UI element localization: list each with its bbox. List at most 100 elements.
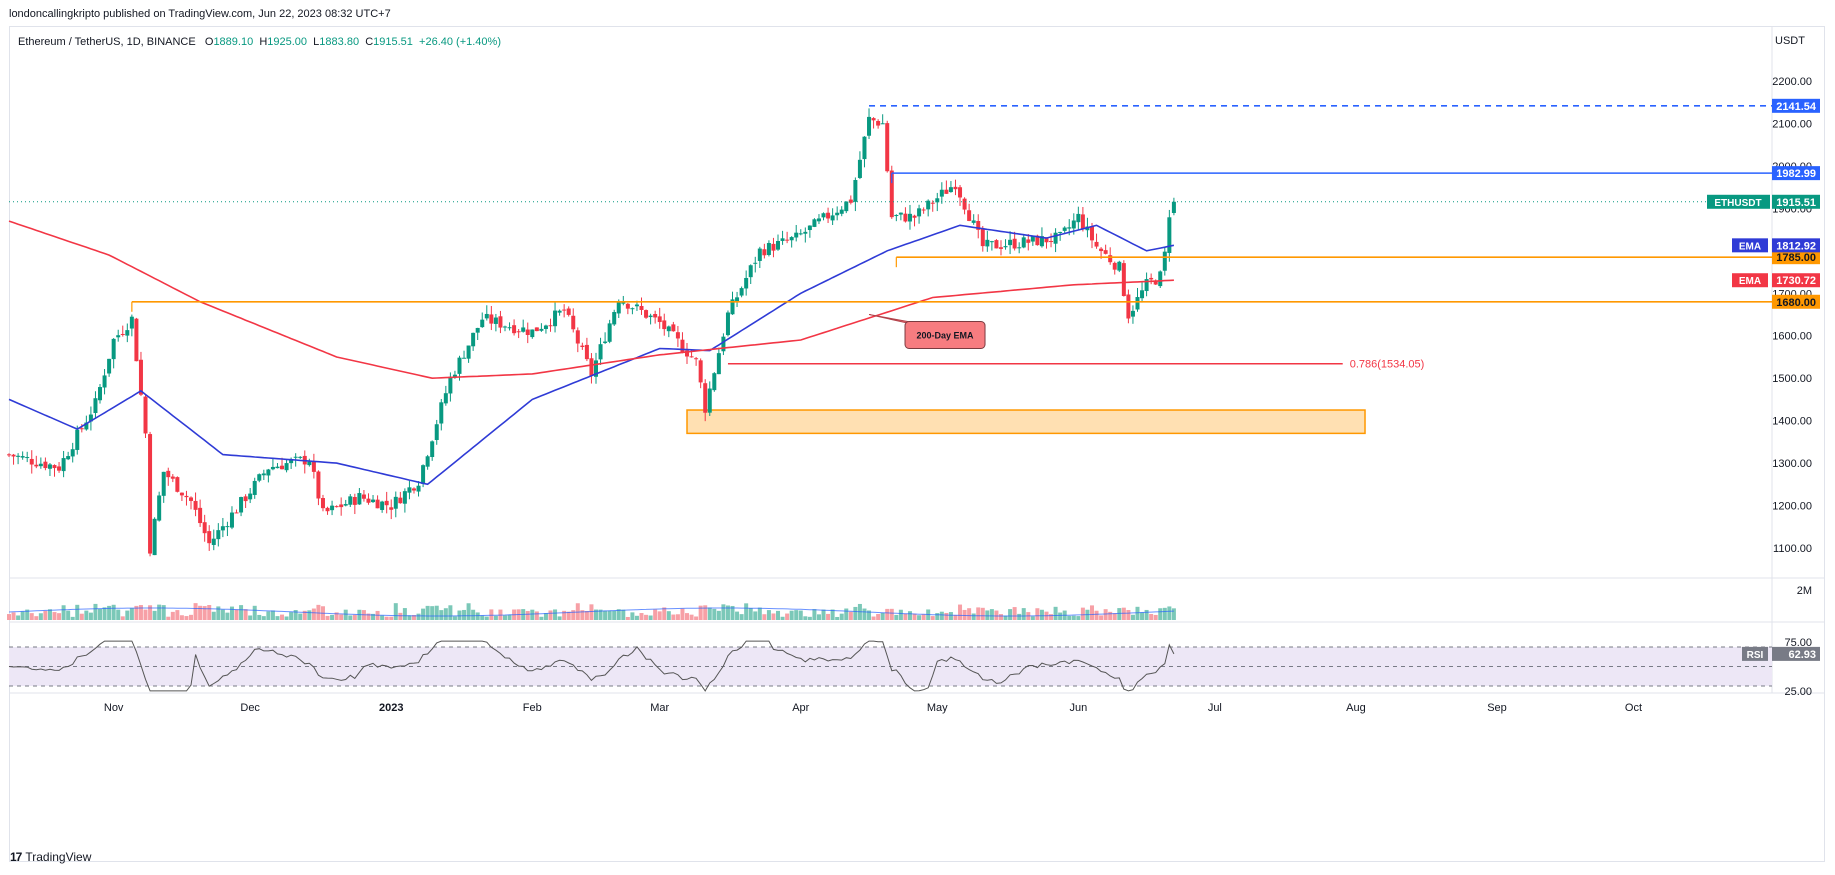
volume-bar (339, 614, 344, 620)
candle-body (885, 123, 890, 172)
candle-body (411, 488, 416, 491)
candle-body (948, 187, 953, 193)
volume-bar (471, 609, 476, 620)
candle-body (484, 313, 489, 319)
candle-body (134, 318, 139, 362)
volume-bar (821, 609, 826, 620)
volume-bar (1080, 607, 1085, 620)
symbol-tag-label: ETHUSDT (1714, 198, 1761, 209)
symbol-legend: Ethereum / TetherUS, 1D, BINANCE O1889.1… (18, 36, 501, 48)
low-value: 1883.80 (319, 36, 360, 48)
candle-body (666, 326, 671, 332)
candle-body (594, 360, 598, 377)
candle-body (107, 358, 112, 374)
candle-body (835, 212, 840, 216)
candle-body (539, 328, 544, 331)
ema-name-label: EMA (1739, 241, 1761, 252)
volume-bar (452, 616, 457, 620)
candle-body (748, 265, 753, 278)
volume-bar (907, 611, 912, 620)
candle-body (1162, 251, 1167, 271)
rsi-value-label: 62.93 (1788, 649, 1816, 661)
volume-bar (261, 616, 266, 620)
volume-bar (47, 609, 52, 620)
y-tick-label: 1300.00 (1772, 458, 1812, 470)
volume-bar (371, 613, 376, 620)
footer-brand[interactable]: 17 TradingView (10, 850, 91, 864)
candle-body (498, 316, 503, 328)
candle-body (958, 187, 963, 198)
ema-name-tag (1732, 238, 1768, 253)
volume-bar (953, 615, 958, 620)
volume-bar (803, 616, 808, 620)
rsi-value-tag (1772, 646, 1820, 661)
candle-body (502, 326, 507, 328)
volume-bar (193, 603, 198, 620)
volume-bar (639, 613, 644, 620)
candle-body (898, 212, 903, 215)
candle-body (1026, 239, 1031, 243)
change-value: +26.40 (+1.40%) (419, 36, 501, 48)
volume-bar (876, 614, 881, 620)
candle-body (1144, 279, 1149, 292)
volume-bar (967, 608, 972, 620)
candle-body (1067, 227, 1072, 229)
candle-body (421, 465, 426, 484)
volume-bar (735, 611, 740, 620)
candle-body (398, 497, 403, 504)
volume-bar (921, 614, 926, 620)
candle-body (202, 522, 207, 534)
candle-body (903, 213, 908, 222)
candle-body (935, 198, 940, 203)
candle-body (348, 496, 353, 505)
volume-bar (534, 611, 539, 620)
candle-body (343, 504, 348, 506)
candle-body (603, 341, 608, 343)
candle-body (57, 466, 62, 471)
volume-bar (589, 604, 594, 620)
candle-body (789, 237, 794, 241)
volume-bar (407, 615, 412, 620)
symbol-name[interactable]: Ethereum / TetherUS, 1D, BINANCE (18, 36, 196, 48)
candle-body (34, 464, 39, 467)
volume-bar (138, 605, 143, 620)
volume-bar (225, 612, 230, 620)
candle-body (589, 358, 594, 376)
volume-bar (562, 610, 567, 620)
candle-body (116, 335, 121, 338)
volume-bar (416, 613, 421, 620)
candle-body (698, 360, 703, 383)
x-tick-label: Jul (1208, 702, 1222, 714)
volume-bar (1149, 613, 1154, 620)
volume-scale-label: 2M (1797, 585, 1812, 597)
candle-body (926, 200, 931, 210)
volume-bar (229, 606, 234, 620)
volume-bar (280, 614, 285, 620)
candle-body (548, 325, 553, 327)
volume-bar (675, 614, 680, 620)
x-tick-label: 2023 (379, 702, 403, 714)
volume-bar (653, 609, 658, 620)
volume-bar (871, 616, 876, 620)
candle-body (1049, 240, 1054, 243)
candle-body (1035, 235, 1040, 246)
volume-bar (207, 605, 212, 620)
candle-body (971, 220, 976, 223)
volume-bar (430, 606, 435, 620)
candle-body (816, 218, 821, 222)
volume-ma-line (8, 607, 1174, 617)
volume-bar (184, 616, 189, 620)
volume-bar (34, 616, 39, 620)
y-tick-label: 1500.00 (1772, 373, 1812, 385)
volume-bar (812, 609, 817, 620)
candle-body (252, 480, 257, 495)
candle-body (220, 526, 225, 531)
volume-bar (1121, 607, 1126, 620)
ema-value-label: 1812.92 (1776, 240, 1816, 252)
candle-body (584, 344, 589, 360)
volume-bar (721, 604, 726, 620)
volume-bar (1030, 616, 1035, 620)
candle-body (812, 219, 817, 227)
volume-bar (680, 608, 685, 620)
